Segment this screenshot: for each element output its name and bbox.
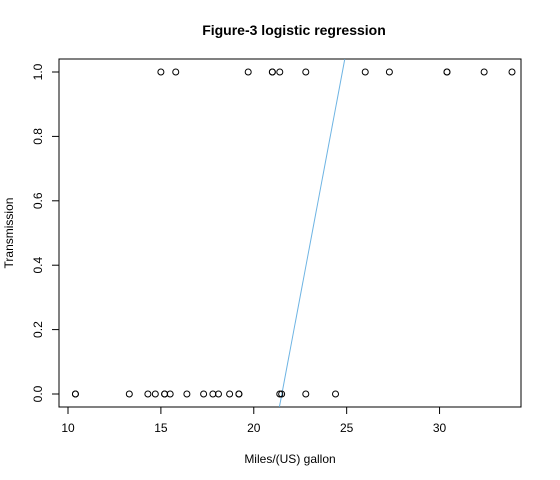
y-axis-label: Transmission	[2, 198, 16, 269]
data-point	[361, 68, 369, 76]
data-point	[302, 390, 310, 398]
data-point	[276, 68, 284, 76]
data-point	[125, 390, 133, 398]
x-tick-label: 10	[61, 421, 75, 435]
data-point	[268, 68, 276, 76]
data-point	[200, 390, 208, 398]
data-point	[235, 390, 243, 398]
data-point	[151, 390, 159, 398]
data-point	[443, 68, 451, 76]
data-point	[508, 68, 516, 76]
data-point	[226, 390, 234, 398]
x-axis: 10 15 20 25 30	[61, 406, 447, 435]
y-tick-label: 0.2	[31, 321, 45, 338]
data-point	[385, 68, 393, 76]
x-tick-label: 20	[247, 421, 261, 435]
data-point	[278, 390, 286, 398]
y-tick-label: 1.0	[31, 63, 45, 80]
data-point	[71, 390, 79, 398]
data-point	[172, 68, 180, 76]
data-point	[209, 390, 217, 398]
y-tick-label: 0.0	[31, 385, 45, 402]
data-point	[302, 68, 310, 76]
data-point	[157, 68, 165, 76]
plot-frame	[58, 58, 522, 408]
data-point	[183, 390, 191, 398]
y-tick-label: 0.6	[31, 192, 45, 209]
x-axis-label: Miles/(US) gallon	[244, 452, 335, 466]
data-point	[161, 390, 169, 398]
y-axis: 0.0 0.2 0.4 0.6 0.8 1.0	[31, 63, 60, 402]
y-tick-label: 0.8	[31, 128, 45, 145]
fit-line-group	[278, 59, 346, 407]
y-tick-label: 0.4	[31, 257, 45, 274]
data-point	[332, 390, 340, 398]
x-tick-label: 30	[433, 421, 447, 435]
x-tick-label: 25	[340, 421, 354, 435]
data-point	[144, 390, 152, 398]
data-point	[244, 68, 252, 76]
fit-line	[278, 59, 346, 407]
data-points	[71, 68, 516, 398]
chart-title: Figure-3 logistic regression	[202, 22, 386, 38]
x-tick-label: 15	[154, 421, 168, 435]
data-point	[276, 390, 284, 398]
data-point	[480, 68, 488, 76]
